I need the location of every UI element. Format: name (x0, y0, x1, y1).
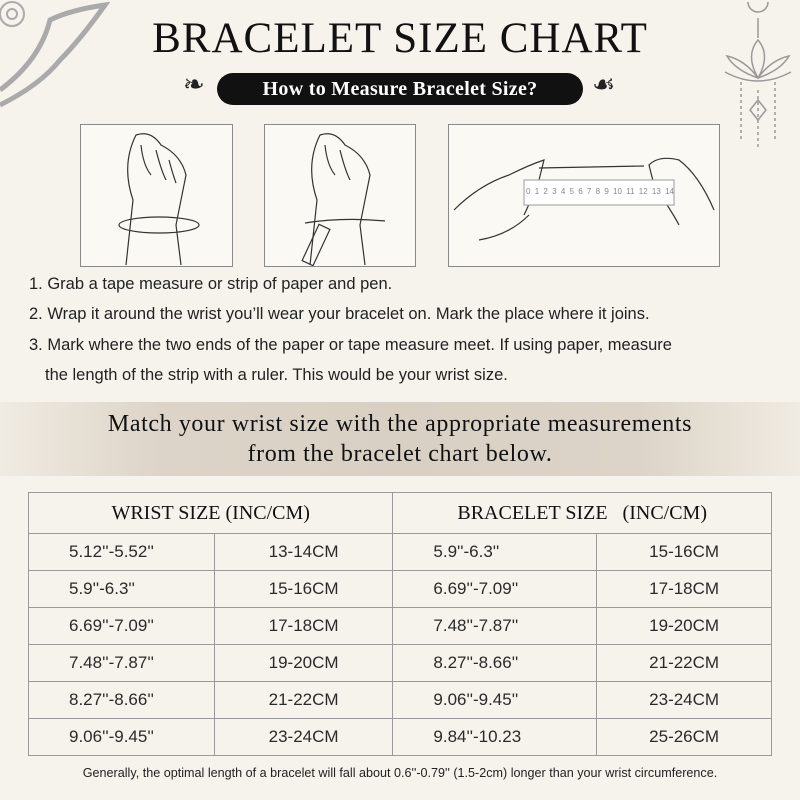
band-line-1: Match your wrist size with the appropria… (107, 411, 693, 437)
step-3-continued: the length of the strip with a ruler. Th… (45, 366, 508, 384)
hand-wrap-icon (118, 133, 200, 266)
right-swirl-ornament-icon: ☙ (592, 70, 616, 100)
wrist-cm-cell: 23-24CM (213, 718, 394, 756)
ruler-label: 14 (665, 187, 674, 196)
step-2: 2. Wrap it around the wrist you’ll wear … (29, 305, 650, 323)
bracelet-inches-cell: 7.48''-7.87'' (392, 607, 598, 645)
table-row: 8.27''-8.66'' 21-22CM 9.06''-9.45'' 23-24CM (28, 681, 772, 719)
mandala-decoration-icon (0, 1, 110, 108)
footer-note: Generally, the optimal length of a brace… (82, 766, 718, 780)
page-title: BRACELET SIZE CHART (152, 15, 648, 62)
table-row: 5.9''-6.3'' 15-16CM 6.69''-7.09'' 17-18CM (28, 570, 772, 608)
wrist-inches-cell: 5.12''-5.52'' (28, 533, 215, 571)
wrist-cm-cell: 21-22CM (213, 681, 394, 719)
table-row: 9.06''-9.45'' 23-24CM 9.84''-10.23 25-26CM (28, 718, 772, 756)
match-instruction-band: Match your wrist size with the appropria… (0, 402, 800, 476)
band-line-2: from the bracelet chart below. (247, 441, 553, 467)
ruler-label: 0 (526, 187, 531, 196)
ruler-label: 1 (534, 187, 540, 196)
bracelet-cm-cell: 15-16CM (596, 533, 772, 571)
bracelet-cm-cell: 25-26CM (596, 718, 772, 756)
ruler-label: 5 (569, 187, 574, 196)
ruler-label: 12 (638, 187, 648, 196)
ruler-label: 13 (651, 187, 661, 196)
ruler-label: 3 (552, 187, 557, 196)
illustration-ruler-measure: 0 1 2 3 4 5 6 7 8 9 10 11 12 13 14 (448, 124, 720, 267)
ruler-label: 8 (595, 187, 601, 196)
bracelet-cm-cell: 19-20CM (596, 607, 772, 645)
step-3: 3. Mark where the two ends of the paper … (29, 336, 672, 354)
wrist-inches-cell: 8.27''-8.66'' (28, 681, 215, 719)
step-1: 1. Grab a tape measure or strip of paper… (29, 275, 393, 293)
hand-pen-mark-icon (301, 133, 386, 267)
header-bracelet-size: BRACELET SIZE (INC/CM) (392, 492, 772, 534)
subtitle-pill: How to Measure Bracelet Size? (217, 73, 583, 105)
wrist-inches-cell: 9.06''-9.45'' (28, 718, 215, 756)
table-header-row: WRIST SIZE (INC/CM) BRACELET SIZE (INC/C… (27, 492, 772, 534)
table-row: 7.48''-7.87'' 19-20CM 8.27''-8.66'' 21-22CM (28, 644, 772, 682)
left-swirl-ornament-icon: ❧ (183, 70, 205, 100)
wrist-inches-cell: 7.48''-7.87'' (28, 644, 215, 682)
hands-ruler-icon (453, 157, 715, 241)
ruler-label: 11 (626, 187, 635, 196)
wrist-inches-cell: 6.69''-7.09'' (28, 607, 215, 645)
table-row: 5.12''-5.52'' 13-14CM 5.9''-6.3'' 15-16CM (28, 533, 772, 571)
ruler-label: 2 (543, 187, 548, 196)
bracelet-inches-cell: 8.27''-8.66'' (392, 644, 598, 682)
ruler-label: 10 (613, 187, 622, 196)
bracelet-inches-cell: 9.84''-10.23 (392, 718, 598, 756)
wrist-cm-cell: 13-14CM (213, 533, 394, 571)
bracelet-cm-cell: 23-24CM (596, 681, 772, 719)
bracelet-inches-cell: 9.06''-9.45'' (392, 681, 598, 719)
bracelet-cm-cell: 21-22CM (596, 644, 772, 682)
bracelet-cm-cell: 17-18CM (596, 570, 772, 608)
bracelet-inches-cell: 6.69''-7.09'' (392, 570, 598, 608)
header-wrist-size: WRIST SIZE (INC/CM) (27, 492, 394, 534)
ruler-label: 4 (560, 187, 566, 196)
illustration-hand-wrap (80, 124, 233, 267)
illustration-mark-join (264, 124, 416, 267)
size-table: WRIST SIZE (INC/CM) BRACELET SIZE (INC/C… (27, 492, 772, 756)
ruler-label: 9 (604, 187, 609, 196)
ruler-label: 7 (586, 187, 592, 196)
ruler-labels: 0 1 2 3 4 5 6 7 8 9 10 11 12 13 14 (526, 187, 674, 196)
ruler-label: 6 (578, 187, 583, 196)
bracelet-inches-cell: 5.9''-6.3'' (392, 533, 598, 571)
table-row: 6.69''-7.09'' 17-18CM 7.48''-7.87'' 19-20CM (28, 607, 772, 645)
wrist-inches-cell: 5.9''-6.3'' (28, 570, 215, 608)
wrist-cm-cell: 19-20CM (213, 644, 394, 682)
wrist-cm-cell: 17-18CM (213, 607, 394, 645)
lotus-moon-decoration-icon (724, 1, 792, 150)
wrist-cm-cell: 15-16CM (213, 570, 394, 608)
